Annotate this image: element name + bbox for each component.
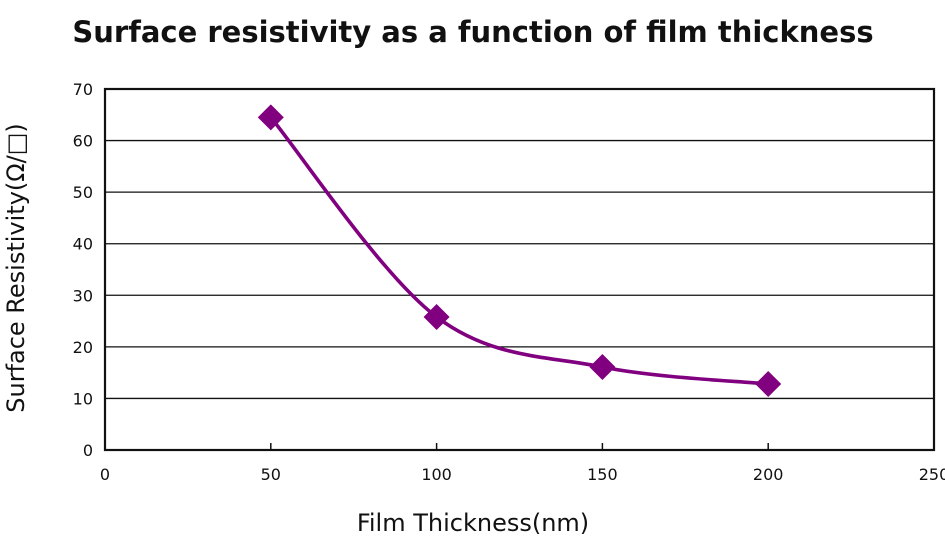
chart-title: Surface resistivity as a function of fil… [72,15,873,49]
y-tick-label: 40 [73,235,93,254]
y-tick-label: 50 [73,183,93,202]
x-axis-label: Film Thickness(nm) [357,509,589,537]
y-tick-label: 60 [73,132,93,151]
x-tick-label: 200 [753,465,784,484]
x-tick-label: 0 [100,465,110,484]
y-tick-label: 30 [73,286,93,305]
y-tick-label: 10 [73,389,93,408]
data-point-marker [589,353,616,380]
x-tick-label: 250 [919,465,945,484]
y-axis-ticks: 0 10 20 30 40 50 60 70 [73,80,93,460]
x-tick-label: 100 [421,465,452,484]
plot-frame [103,87,936,452]
data-point-marker [257,104,284,131]
data-point-marker [755,370,782,397]
x-tick-label: 150 [587,465,618,484]
gridlines [105,139,934,400]
series-line [269,115,770,386]
x-axis-ticks: 0 50 100 150 200 250 [100,443,945,484]
data-markers [257,104,782,397]
y-tick-label: 20 [73,338,93,357]
y-tick-label: 0 [83,441,93,460]
y-tick-label: 70 [73,80,93,99]
y-axis-label: Surface Resistivity(Ω/□) [2,123,30,413]
x-tick-label: 50 [261,465,281,484]
data-point-marker [423,303,450,330]
